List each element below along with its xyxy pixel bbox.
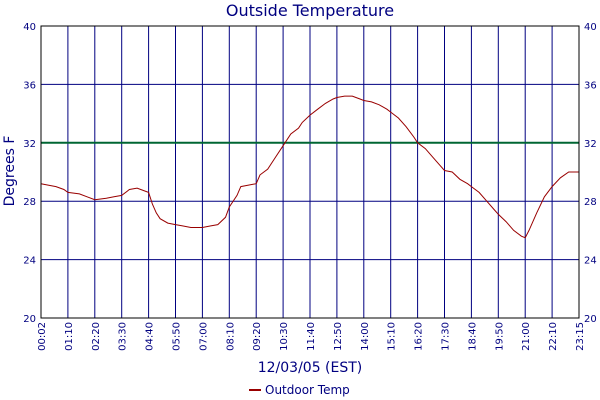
x-axis-label: 12/03/05 (EST) <box>258 360 363 376</box>
x-tick-label: 01:10 <box>64 322 75 351</box>
series-line-outdoor-temp <box>40 95 579 239</box>
y-tick-label-right: 24 <box>584 256 597 267</box>
x-tick-label: 16:20 <box>414 322 425 351</box>
y-tick-label-left: 24 <box>23 256 36 267</box>
y-tick-label-right: 28 <box>584 197 597 208</box>
x-tick-label: 04:40 <box>145 322 156 351</box>
plot-frame <box>40 25 580 319</box>
grid <box>40 25 580 319</box>
y-tick-label-left: 28 <box>23 197 36 208</box>
y-tick-label-left: 40 <box>23 22 36 33</box>
y-axis-left-ticks: 20 24 28 32 36 40 <box>23 22 36 325</box>
x-tick-label: 00:02 <box>37 322 48 351</box>
x-tick-label: 17:30 <box>441 322 452 351</box>
x-tick-label: 09:20 <box>252 322 263 351</box>
x-tick-label: 08:10 <box>225 322 236 351</box>
chart-title: Outside Temperature <box>226 1 394 20</box>
y-tick-label-left: 32 <box>23 139 36 150</box>
x-tick-label: 05:50 <box>172 322 183 351</box>
x-tick-label: 12:50 <box>333 322 344 351</box>
y-axis-right-ticks: 20 24 28 32 36 40 <box>584 22 597 325</box>
y-tick-label-left: 20 <box>23 314 36 325</box>
x-tick-label: 07:00 <box>198 322 209 351</box>
x-tick-label: 11:40 <box>306 322 317 351</box>
x-tick-label: 18:40 <box>467 322 478 351</box>
x-axis-ticks: 00:02 01:10 02:20 03:30 04:40 05:50 07:00 08:10… <box>37 322 586 351</box>
x-tick-label: 23:15 <box>575 322 586 351</box>
x-tick-label: 10:30 <box>279 322 290 351</box>
x-tick-label: 02:20 <box>91 322 102 351</box>
legend-label-outdoor-temp: Outdoor Temp <box>265 383 350 397</box>
y-tick-label-left: 36 <box>23 80 36 91</box>
x-tick-label: 21:00 <box>521 322 532 351</box>
legend: Outdoor Temp <box>249 383 350 397</box>
y-tick-label-right: 36 <box>584 80 597 91</box>
y-tick-label-right: 20 <box>584 314 597 325</box>
x-tick-label: 14:00 <box>360 322 371 351</box>
y-tick-label-right: 32 <box>584 139 597 150</box>
x-tick-label: 03:30 <box>118 322 129 351</box>
x-tick-label: 19:50 <box>494 322 505 351</box>
y-axis-label: Degrees F <box>2 136 18 207</box>
x-tick-label: 22:10 <box>548 322 559 351</box>
y-tick-label-right: 40 <box>584 22 597 33</box>
x-tick-label: 15:10 <box>387 322 398 351</box>
